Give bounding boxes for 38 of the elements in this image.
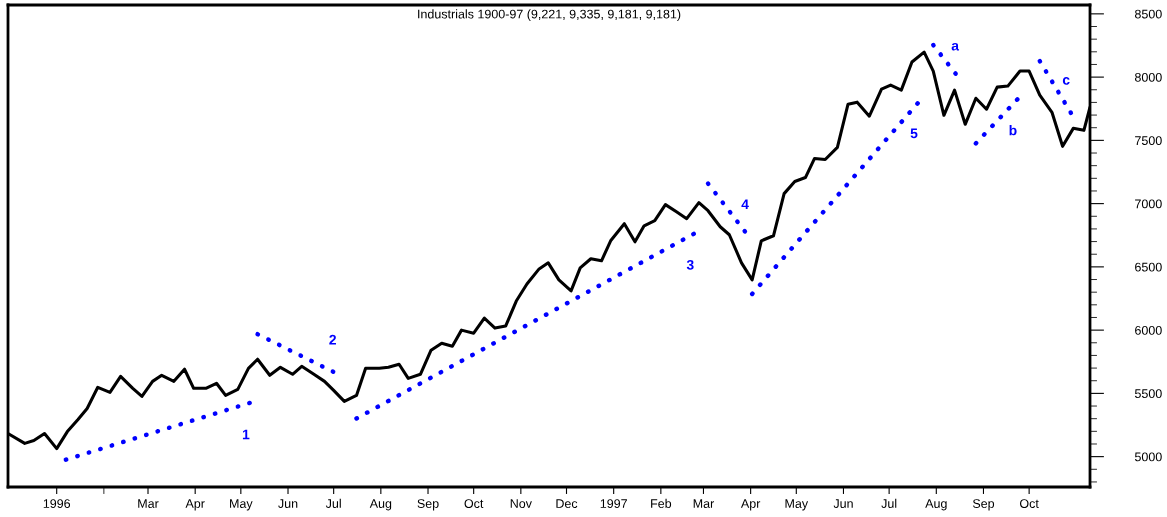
x-tick-label: Mar [138, 499, 159, 508]
x-tick-label: Sep [972, 499, 995, 511]
x-tick-label: Dec [556, 499, 578, 508]
x-tick-label: May [230, 499, 253, 511]
series-label: 3 [686, 259, 694, 270]
y-tick-label: 7500 [1135, 136, 1162, 146]
x-tick-label: Aug [369, 499, 392, 511]
series-label: a [951, 42, 960, 51]
x-tick-label: Nov [510, 499, 532, 508]
y-tick-label: 7000 [1135, 199, 1162, 209]
series-label: b [1009, 125, 1017, 136]
series-label: 2 [329, 334, 336, 345]
x-tick-label: 1996 [43, 499, 71, 508]
x-tick-label: Apr [185, 499, 205, 511]
series-label: 4 [741, 199, 749, 210]
series-label: 5 [910, 128, 918, 139]
x-tick-label: Apr [740, 499, 761, 511]
chart-title: Industrials 1900-97 (9,221, 9,335, 9,181, 9,181) [418, 9, 681, 21]
y-tick-label: 5000 [1134, 452, 1162, 462]
x-tick-label: Jul [325, 498, 341, 508]
y-tick-label: 8000 [1134, 72, 1162, 82]
y-tick-label: 5500 [1134, 389, 1162, 399]
x-tick-label: Oct [464, 499, 484, 508]
x-tick-label: Jun [278, 499, 298, 508]
x-tick-label: May [785, 499, 809, 511]
x-tick-label: Mar [693, 499, 715, 508]
x-tick-label: Feb [651, 498, 672, 508]
y-tick-label: 6500 [1135, 262, 1162, 272]
x-tick-label: Jun [833, 499, 853, 508]
x-tick-label: Aug [925, 499, 947, 511]
series-label: 1 [242, 429, 250, 440]
series-label: c [1062, 77, 1070, 85]
x-tick-label: Jul [881, 498, 897, 508]
x-tick-label: Oct [1020, 499, 1039, 508]
x-tick-label: 1997 [600, 499, 627, 508]
y-tick-label: 6000 [1135, 325, 1162, 335]
y-tick-label: 8500 [1134, 9, 1162, 19]
x-tick-label: Sep [417, 499, 439, 511]
